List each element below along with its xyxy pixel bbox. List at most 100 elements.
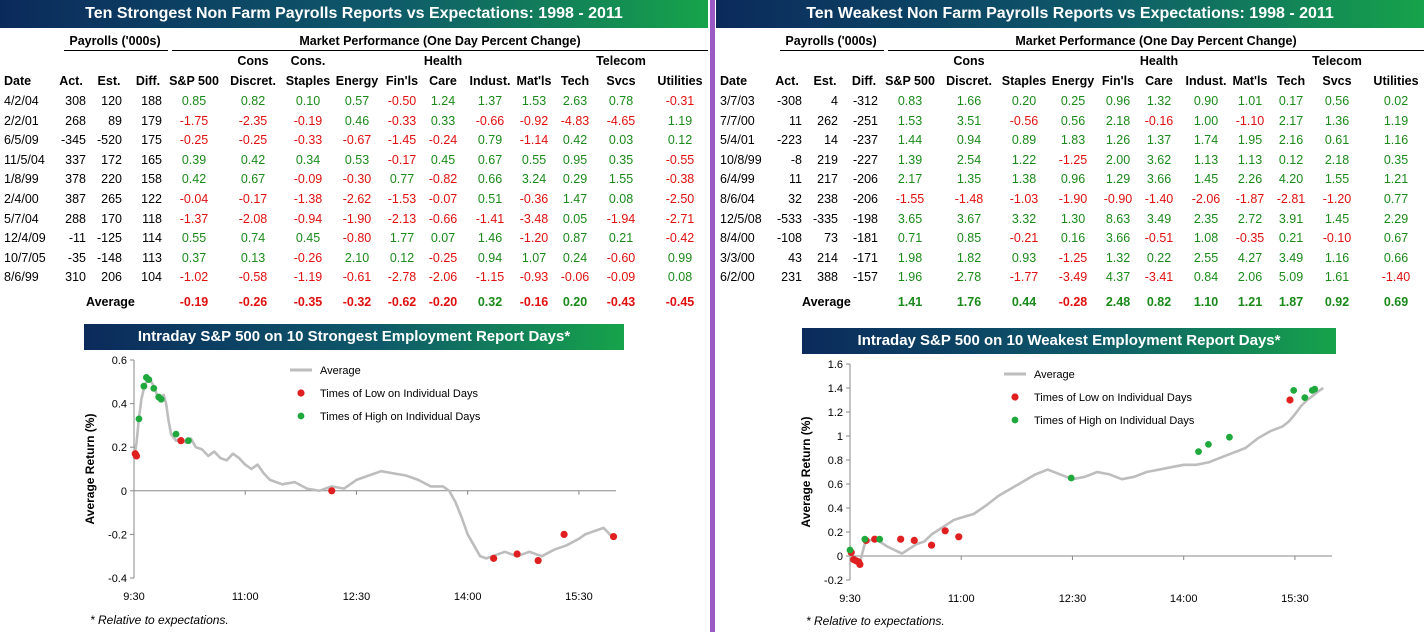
strong-row-6-val-2: -0.94 (293, 211, 323, 226)
weak-row-5-act: 32 (788, 192, 802, 206)
strong-row-5-val-10: -2.50 (665, 192, 695, 206)
low-point (897, 535, 905, 543)
strong-average-val-5: -0.20 (428, 295, 458, 309)
high-point (150, 384, 158, 392)
strong-row-2-val-9: 0.03 (608, 133, 634, 148)
strong-row-3-val-1: 0.42 (240, 152, 266, 167)
weak-row-4-val-9: 1.55 (1324, 172, 1350, 187)
strong-row-3-act: 337 (65, 152, 86, 167)
strong-row-2-val-2: -0.33 (293, 133, 323, 148)
low-point (560, 530, 568, 538)
weak-row-2-val-7: 1.95 (1237, 133, 1263, 148)
weak-row-0-val-10: 0.02 (1383, 94, 1409, 108)
weak-row-7-val-10: 0.67 (1383, 231, 1409, 246)
weak-row-8-date: 3/3/00 (720, 250, 755, 265)
strong-row-2-date: 6/5/09 (4, 133, 39, 148)
weak-row-0-val-6: 0.90 (1193, 94, 1219, 108)
weak-row-6-val-7: 2.72 (1237, 211, 1263, 226)
weakest-title-banner: Ten Weakest Non Farm Payrolls Reports vs… (716, 0, 1424, 28)
high-point (1195, 448, 1202, 455)
weak-row-9-val-5: -3.41 (1144, 270, 1174, 285)
weak-row-3-val-4: 2.00 (1105, 152, 1131, 167)
weakest-intraday-chart: -0.2 0 0.2 0.4 0.6 0.8 1 1.2 1.4 1.6 9:30 11:00 12:3… (799, 359, 1332, 605)
strong-row-5-val-0: -0.04 (179, 192, 209, 206)
strong-row-4-val-8: 0.29 (562, 172, 588, 187)
y-axis-label: Average Return (%) (83, 414, 97, 525)
high-point (145, 376, 153, 384)
strong-row-9-val-5: -2.06 (428, 270, 458, 285)
strong-row-4-val-6: 0.66 (477, 172, 503, 187)
legend-high-label: Times of High on Individual Days (320, 411, 481, 423)
x-tick-label: 12:30 (1059, 593, 1087, 605)
strong-row-1-val-10: 1.19 (667, 113, 693, 128)
y-tick-label: 1.4 (828, 383, 843, 395)
strong-sector-6: Indust. (469, 74, 511, 88)
low-point (513, 550, 521, 558)
strong-row-3-diff: 165 (141, 152, 162, 167)
y-tick-label: 0.6 (112, 355, 127, 367)
low-point (328, 487, 336, 495)
weak-row-7-val-8: 0.21 (1278, 231, 1304, 246)
weakest-panel: Ten Weakest Non Farm Payrolls Reports vs… (716, 0, 1426, 632)
strongest-panel: Ten Strongest Non Farm Payrolls Reports … (0, 0, 710, 632)
strong-row-1-val-1: -2.35 (238, 113, 268, 128)
strong-row-6-val-0: -1.37 (179, 211, 209, 226)
strong-sector-7: Mat'ls (516, 74, 552, 88)
weak-col-est: Est. (813, 74, 837, 88)
y-tick-label: 0.4 (828, 503, 843, 515)
weak-row-3-val-9: 2.18 (1324, 152, 1350, 167)
weakest-chart-title: Intraday S&P 500 on 10 Weakest Employmen… (802, 328, 1336, 354)
x-tick-label: 14:00 (454, 591, 482, 603)
legend-low-label: Times of Low on Individual Days (1034, 392, 1192, 404)
weak-sector-1: Discret. (946, 74, 992, 88)
weak-row-2-val-5: 1.37 (1146, 133, 1172, 148)
high-point (861, 535, 869, 543)
weak-row-0-est: 4 (831, 94, 838, 108)
strong-row-4-val-1: 0.67 (240, 172, 266, 187)
weak-row-8-val-8: 3.49 (1278, 250, 1304, 265)
strong-row-1-est: 89 (108, 113, 122, 128)
strong-row-0-date: 4/2/04 (4, 94, 39, 108)
strong-row-4-val-9: 1.55 (608, 172, 634, 187)
weak-row-3-val-6: 1.13 (1193, 152, 1219, 167)
strong-average-val-6: 0.32 (477, 295, 503, 309)
strong-market-performance-header: Market Performance (One Day Percent Chan… (299, 34, 581, 48)
weak-row-4-val-7: 2.26 (1237, 172, 1263, 187)
panel-divider (710, 0, 715, 632)
strong-row-4-date: 1/8/99 (4, 172, 39, 187)
strong-row-2-val-5: -0.24 (428, 133, 458, 148)
weak-average-val-8: 1.87 (1278, 295, 1304, 309)
strong-row-1-val-9: -4.65 (606, 113, 636, 128)
average-line (132, 376, 615, 560)
strong-sector-3: Energy (335, 74, 379, 88)
weak-row-7-est: 73 (824, 231, 838, 246)
weak-row-1-val-2: -0.56 (1009, 113, 1039, 128)
strong-average-val-7: -0.16 (519, 295, 549, 309)
strong-row-1-date: 2/2/01 (4, 113, 39, 128)
y-tick-label: 1.6 (828, 359, 843, 371)
strong-row-2-val-4: -1.45 (387, 133, 417, 148)
strong-row-3-val-6: 0.67 (477, 152, 503, 167)
weak-row-7-val-0: 0.71 (897, 231, 923, 246)
high-point (135, 415, 143, 423)
weak-row-4-act: 11 (789, 172, 802, 187)
strong-row-5-val-4: -1.53 (387, 192, 417, 206)
weak-row-1-val-6: 1.00 (1193, 113, 1219, 128)
weak-row-9-date: 6/2/00 (720, 270, 755, 285)
weak-row-3-val-7: 1.13 (1237, 152, 1263, 167)
weak-sector-top-5: Health (1139, 54, 1179, 68)
strong-row-3-est: 172 (101, 152, 122, 167)
strong-row-8-val-5: -0.25 (428, 250, 458, 265)
weak-row-5-val-5: -1.40 (1144, 192, 1174, 206)
strong-payrolls-underline (64, 50, 168, 51)
weak-row-4-val-2: 1.38 (1011, 172, 1037, 187)
strong-sector-top-1: Cons (237, 54, 269, 68)
weak-row-5-diff: -206 (852, 192, 878, 206)
low-point (910, 536, 918, 544)
weak-row-0-val-0: 0.83 (897, 94, 923, 108)
high-point (1301, 394, 1309, 401)
strong-sector-top-9: Telecom (596, 54, 646, 68)
weak-row-0-val-3: 0.25 (1060, 94, 1086, 108)
weak-row-6-val-3: 1.30 (1060, 211, 1086, 226)
weak-row-3-est: 219 (817, 152, 838, 167)
